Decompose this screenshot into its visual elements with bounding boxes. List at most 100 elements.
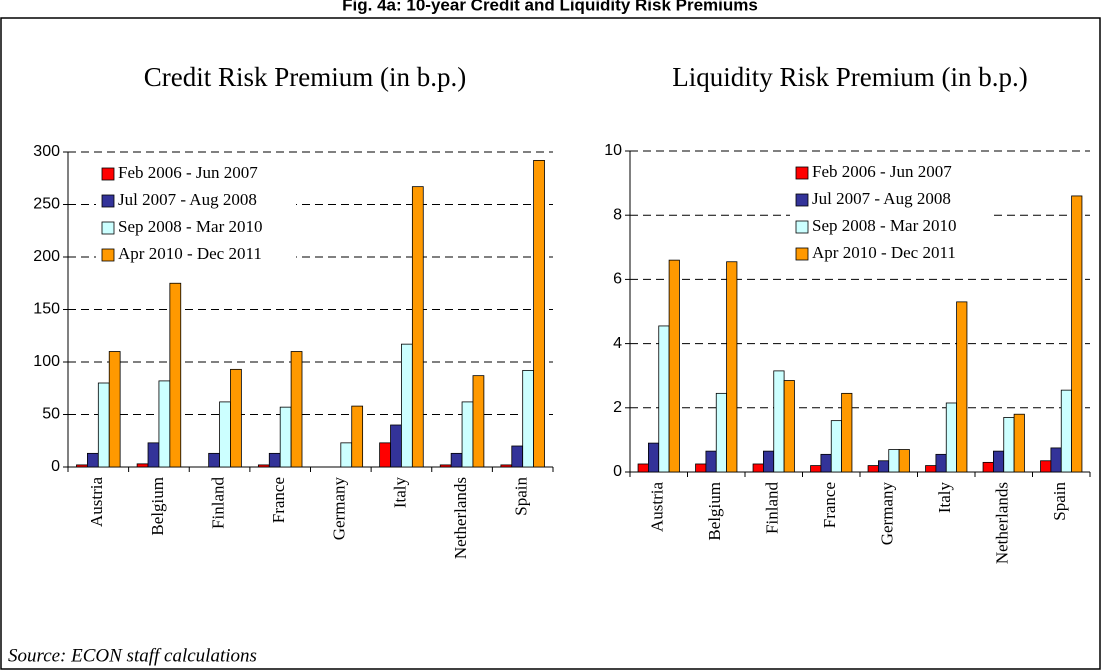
- bar: [76, 464, 88, 468]
- bar: [820, 453, 832, 473]
- legend-label: Jul 2007 - Aug 2008: [812, 189, 951, 208]
- bar: [290, 351, 303, 468]
- bar: [379, 442, 391, 468]
- x-tick-label: Germany: [330, 477, 349, 541]
- bar: [763, 450, 775, 473]
- bar: [401, 343, 413, 468]
- bar: [340, 442, 353, 468]
- chart-title: Credit Risk Premium (in b.p.): [144, 62, 466, 92]
- bar: [648, 442, 660, 473]
- figure-title: Fig. 4a: 10-year Credit and Liquidity Ri…: [342, 0, 758, 14]
- x-tick-label: Italy: [935, 482, 954, 514]
- y-tick-label: 150: [33, 301, 60, 318]
- bar: [841, 392, 853, 473]
- y-tick-label: 6: [613, 271, 622, 288]
- x-tick-label: Netherlands: [993, 482, 1012, 564]
- legend-swatch: [795, 166, 809, 180]
- bar: [945, 402, 958, 473]
- legend-label: Feb 2006 - Jun 2007: [118, 163, 258, 182]
- legend-swatch: [101, 248, 115, 262]
- bar: [925, 465, 937, 473]
- bar: [867, 465, 879, 473]
- bar: [136, 463, 149, 468]
- bar: [219, 401, 231, 468]
- bar: [898, 449, 910, 473]
- y-tick-label: 300: [33, 143, 60, 160]
- y-tick-label: 200: [33, 248, 60, 265]
- x-tick-label: Netherlands: [451, 477, 470, 559]
- y-tick-label: 250: [33, 196, 60, 213]
- bar: [461, 401, 474, 468]
- bar: [726, 261, 738, 473]
- bar: [993, 450, 1005, 473]
- bar: [257, 464, 270, 468]
- x-tick-label: Italy: [390, 477, 409, 509]
- bar: [208, 452, 220, 468]
- legend-box: [96, 158, 296, 272]
- bar: [1071, 195, 1083, 473]
- bar: [773, 370, 785, 473]
- figure-frame: [0, 17, 1101, 670]
- bar: [1050, 447, 1062, 473]
- legend-swatch: [101, 221, 115, 235]
- legend-box: [790, 157, 990, 271]
- legend-swatch: [795, 193, 809, 207]
- y-tick-label: 4: [613, 335, 622, 352]
- legend-label: Feb 2006 - Jun 2007: [812, 162, 952, 181]
- bar: [1040, 460, 1052, 473]
- bar: [511, 445, 524, 468]
- bar: [888, 449, 900, 473]
- bar: [169, 282, 182, 468]
- bar: [695, 463, 707, 473]
- bar: [230, 368, 242, 468]
- legend-label: Sep 2008 - Mar 2010: [812, 216, 956, 235]
- legend-swatch: [101, 194, 115, 208]
- y-tick-label: 0: [613, 463, 622, 480]
- bar: [982, 461, 994, 473]
- bar: [1003, 417, 1015, 473]
- bar: [783, 380, 795, 473]
- x-tick-label: Austria: [648, 482, 667, 533]
- y-tick-label: 100: [33, 353, 60, 370]
- bar: [522, 369, 535, 468]
- y-tick-label: 10: [604, 142, 622, 159]
- y-tick-label: 2: [613, 399, 622, 416]
- y-tick-label: 0: [51, 458, 60, 475]
- bar: [668, 259, 680, 473]
- x-tick-label: France: [269, 477, 288, 523]
- bar: [500, 464, 513, 468]
- legend-label: Apr 2010 - Dec 2011: [812, 243, 956, 262]
- x-tick-label: Austria: [87, 477, 106, 528]
- bar: [158, 380, 171, 468]
- y-tick-label: 8: [613, 206, 622, 223]
- bar: [472, 375, 485, 468]
- x-tick-label: Spain: [512, 477, 531, 516]
- bar: [279, 406, 292, 468]
- bar: [705, 450, 717, 473]
- x-tick-label: Spain: [1050, 482, 1069, 521]
- x-tick-label: Belgium: [148, 477, 167, 536]
- source-note: Source: ECON staff calculations: [8, 645, 257, 666]
- legend-swatch: [795, 220, 809, 234]
- x-tick-label: France: [820, 482, 839, 528]
- bar: [268, 452, 281, 468]
- bar: [956, 301, 968, 473]
- bar: [147, 442, 160, 468]
- bar: [878, 460, 890, 473]
- bar: [351, 405, 364, 468]
- bar: [715, 392, 728, 473]
- y-tick-label: 50: [42, 406, 60, 423]
- bar: [87, 452, 99, 468]
- legend-swatch: [101, 167, 115, 181]
- bar: [1060, 389, 1073, 473]
- bar: [935, 453, 947, 473]
- legend-label: Jul 2007 - Aug 2008: [118, 190, 257, 209]
- bar: [810, 465, 822, 473]
- bar: [637, 463, 649, 473]
- bar: [533, 159, 545, 468]
- legend-label: Apr 2010 - Dec 2011: [118, 244, 262, 263]
- bar: [411, 186, 424, 468]
- bar: [1013, 413, 1025, 473]
- legend-label: Sep 2008 - Mar 2010: [118, 217, 262, 236]
